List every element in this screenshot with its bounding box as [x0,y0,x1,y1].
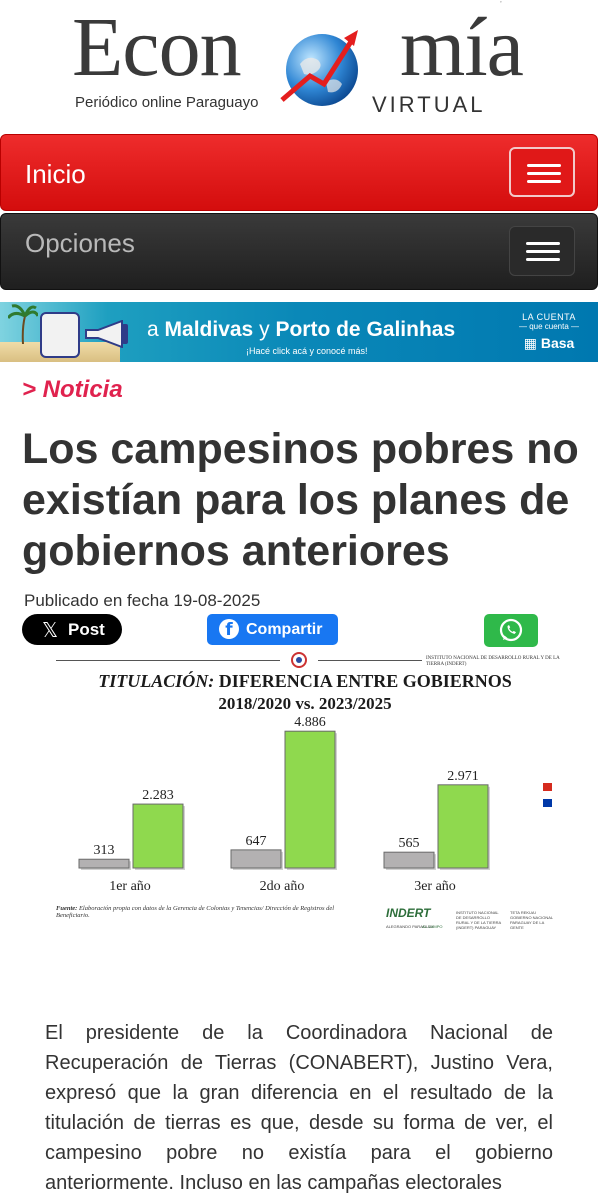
publish-date: Publicado en fecha 19-08-2025 [24,591,261,610]
share-facebook-button[interactable]: f Compartir [207,614,338,645]
share-x-label: Post [68,620,105,639]
facebook-icon: f [219,619,239,640]
logo-word-left: Econ [72,1,242,94]
infographic-subtitle: 2018/2020 vs. 2023/2025 [218,694,392,713]
banner-cta[interactable]: ¡Hacé click acá y conocé más! [246,346,368,356]
banner-brand: LA CUENTA — que cuenta — ▦ Basa [518,312,580,351]
bar-value-label: 647 [246,834,267,849]
bar-previous-3 [383,851,435,869]
basa-logo-icon: ▦ [523,335,537,351]
bar-value-label: 565 [399,836,420,851]
bar-value-label: 313 [94,843,115,858]
primary-navbar: Inicio [0,134,598,211]
robot-mascot-icon [40,312,80,358]
institution-name: INSTITUTO NACIONAL DE DESARROLLO RURAL Y… [426,656,560,667]
primary-menu-toggle[interactable] [509,147,575,197]
category-label: 3er año [414,879,456,894]
indert-logo: INDERT [386,906,431,920]
palm-tree-icon [8,304,38,344]
paraguay-flag-icon [543,783,552,807]
megaphone-icon [85,320,128,348]
bar-current-2 [284,730,336,869]
share-whatsapp-button[interactable] [484,614,538,647]
category-label: 2do año [260,879,305,894]
ad-banner[interactable]: a Maldivas y Porto de Galinhas ¡Hacé cli… [0,302,598,362]
figure-source: Fuente: Elaboración propia con datos de … [56,905,335,919]
share-facebook-label: Compartir [246,621,323,638]
bar-current-3 [437,784,489,869]
secondary-navbar: Opciones [0,213,598,290]
bar-value-label: 4.886 [294,715,326,730]
national-seal-icon [291,652,307,668]
logo-tagline: Periódico online Paraguayo [75,94,259,111]
nav-options-link[interactable]: Opciones [25,228,135,258]
infographic-title: TITULACIÓN: DIFERENCIA ENTRE GOBIERNOS [98,671,512,691]
infographic: INSTITUTO NACIONAL DE DESARROLLO RURAL Y… [50,650,560,935]
bar-previous-1 [78,858,130,869]
article-title: Los campesinos pobres no existían para l… [22,425,579,575]
bar-value-label: 2.971 [447,769,479,784]
hamburger-icon [526,242,560,245]
partner-logo-indert: INSTITUTO NACIONAL DE DESARROLLO RURAL Y… [456,910,501,930]
article-body: El presidente de la Coordinadora Naciona… [45,1022,553,1194]
hamburger-icon [527,164,561,167]
x-logo-icon: 𝕏 [42,620,59,642]
banner-headline: a Maldivas y Porto de Galinhas [147,318,456,341]
nav-home-link[interactable]: Inicio [25,159,86,189]
bar-current-1 [132,803,184,869]
footer-logos: INDERT ALEGRANDO PARAGUAY AL CAMPO INSTI… [382,902,560,932]
bar-value-label: 2.283 [142,788,174,803]
bar-chart: 313 2.283 1er año 647 4.886 2do año 565 2.971 3e… [78,715,490,894]
secondary-menu-toggle[interactable] [509,226,575,276]
share-x-button[interactable]: 𝕏 Post [22,614,122,645]
header-rule-left [56,660,280,661]
site-logo[interactable]: Econ mía Periódico online Paraguayo VIRT… [0,0,598,130]
bar-previous-2 [230,849,282,869]
section-breadcrumb[interactable]: > Noticia [22,376,123,403]
logo-word-right: mía [400,1,524,94]
category-label: 1er año [109,879,151,894]
partner-logo-government: TETA REKUAI GOBIERNO NACIONAL PARAGUAY D… [510,910,553,930]
logo-sub-brand: VIRTUAL [372,92,486,117]
header-rule-right [318,660,422,661]
top-mark: ’ [500,0,502,9]
globe-icon [280,30,358,106]
whatsapp-icon [499,618,523,642]
